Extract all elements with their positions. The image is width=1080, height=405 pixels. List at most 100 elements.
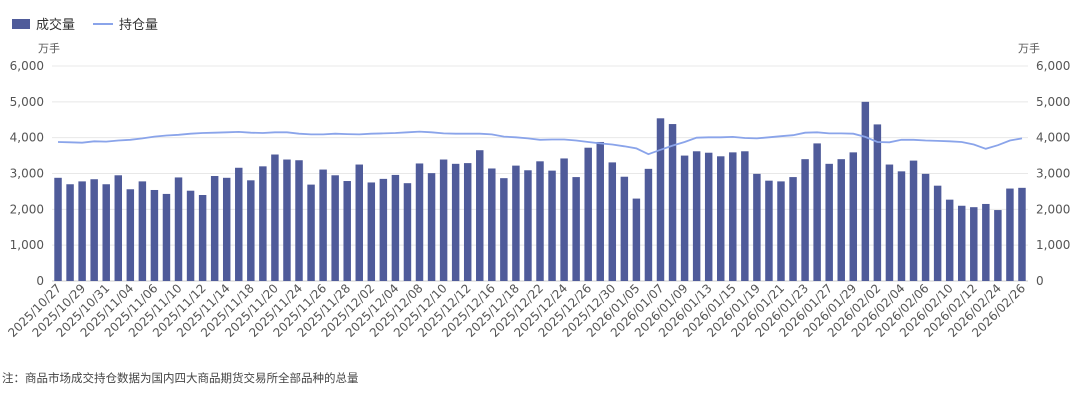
left-axis-unit: 万手 — [38, 42, 60, 55]
open-interest-line — [57, 130, 1023, 156]
bar — [488, 168, 496, 281]
bar — [753, 173, 761, 281]
y-tick-label-left: 2,000 — [10, 202, 44, 216]
bar — [247, 180, 255, 281]
bar — [271, 154, 279, 281]
y-tick-label-left: 4,000 — [10, 131, 44, 145]
bar — [222, 177, 231, 281]
bar — [861, 101, 870, 281]
bar — [1006, 188, 1014, 281]
bar — [741, 151, 749, 281]
bar — [500, 178, 508, 281]
y-tick-label-right: 1,000 — [1036, 238, 1070, 252]
legend-item-open-interest[interactable]: 持仓量 — [93, 14, 158, 33]
bar — [355, 164, 363, 281]
bar — [921, 173, 930, 281]
y-tick-label-left: 5,000 — [10, 95, 44, 109]
legend-volume-swatch — [12, 18, 30, 29]
bar — [259, 166, 267, 281]
right-axis-unit: 万手 — [1018, 42, 1040, 55]
bar — [765, 180, 773, 281]
y-tick-label-left: 3,000 — [10, 167, 44, 181]
bar — [704, 152, 713, 281]
bar — [813, 143, 821, 281]
bar — [210, 176, 219, 281]
bar — [584, 147, 592, 281]
bar — [391, 174, 400, 281]
bar — [536, 161, 544, 281]
y-tick-label-right: 0 — [1036, 274, 1044, 288]
footnote: 注：商品市场成交持仓数据为国内四大商品期货交易所全部品种的总量 — [2, 371, 359, 385]
bar — [379, 178, 388, 281]
bar — [126, 189, 135, 281]
bar — [307, 184, 315, 281]
bar — [283, 159, 291, 281]
bar — [668, 124, 677, 281]
bar — [970, 207, 978, 281]
bar — [837, 159, 845, 281]
bar — [319, 169, 327, 281]
bar — [945, 199, 954, 281]
bar — [608, 162, 617, 281]
bar — [957, 205, 966, 281]
bar — [90, 179, 98, 281]
bar — [548, 170, 556, 281]
y-tick-label-right: 6,000 — [1036, 59, 1070, 73]
bar — [596, 141, 604, 281]
bar — [367, 182, 376, 281]
y-tick-label-left: 6,000 — [10, 59, 44, 73]
bar — [235, 167, 243, 281]
legend-oi-swatch — [93, 22, 114, 25]
bar — [1018, 187, 1026, 281]
legend-item-volume[interactable]: 成交量 — [12, 14, 75, 33]
y-tick-label-left: 0 — [36, 274, 44, 288]
bar — [789, 177, 797, 281]
bar — [572, 177, 580, 281]
bar — [427, 173, 436, 281]
y-tick-label-right: 5,000 — [1036, 95, 1070, 109]
bar — [909, 160, 918, 281]
bar — [198, 195, 207, 281]
bar — [644, 168, 653, 281]
bar — [801, 159, 809, 281]
legend-oi-label: 持仓量 — [119, 18, 159, 33]
bar — [524, 170, 532, 281]
y-tick-label-right: 2,000 — [1036, 202, 1070, 216]
bar — [162, 193, 171, 281]
bar — [560, 158, 568, 281]
bar — [138, 181, 147, 281]
bar — [186, 190, 195, 281]
bar — [66, 184, 74, 281]
y-tick-label-left: 1,000 — [10, 238, 44, 252]
bar — [102, 184, 110, 281]
bar — [78, 181, 86, 281]
bar — [717, 156, 725, 281]
bar — [825, 163, 833, 281]
bar — [849, 152, 858, 281]
bar — [729, 152, 737, 281]
bar — [620, 176, 629, 281]
bar — [451, 163, 460, 281]
bar — [54, 177, 62, 281]
bar — [150, 189, 159, 281]
bar — [982, 203, 990, 281]
legend: 成交量 持仓量 — [12, 14, 158, 33]
chart-canvas: 0 0 1,000 1,000 2,000 2,000 3,000 3,000 4,000 4,0… — [5, 59, 1070, 340]
bar — [114, 175, 123, 281]
bar — [933, 185, 942, 281]
bar — [476, 150, 484, 281]
bar — [343, 181, 351, 281]
bar — [403, 183, 412, 281]
bar — [174, 177, 183, 281]
bar — [680, 155, 689, 281]
y-tick-label-right: 4,000 — [1036, 131, 1070, 145]
bar — [885, 164, 894, 281]
bar — [656, 118, 665, 281]
bar — [632, 198, 641, 281]
bar — [295, 160, 303, 281]
bar — [331, 175, 339, 281]
bar — [463, 163, 472, 281]
legend-volume-label: 成交量 — [36, 18, 76, 33]
bar — [439, 159, 448, 281]
bar — [415, 163, 424, 281]
